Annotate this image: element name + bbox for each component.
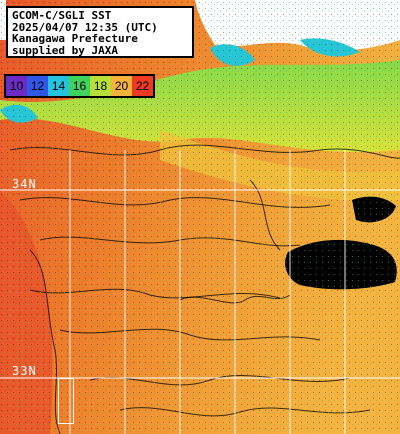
satellite-title: GCOM-C/SGLI SST	[12, 9, 112, 22]
timestamp: 2025/04/07 12:35 (UTC)	[12, 20, 158, 34]
colorbar-cell-18: 18	[90, 76, 111, 96]
colorbar-cell-10: 10	[6, 76, 27, 96]
colorbar-cell-14: 14	[48, 76, 69, 96]
temperature-colorbar: 10 12 14 16 18 20 22	[4, 74, 155, 98]
colorbar-cell-20: 20	[111, 76, 132, 96]
colorbar-cell-22: 22	[132, 76, 153, 96]
supplier: supplied by JAXA	[12, 43, 118, 57]
colorbar-cell-12: 12	[27, 76, 48, 96]
scale-marker	[58, 378, 74, 424]
colorbar-cell-16: 16	[69, 76, 90, 96]
latitude-label-34n: 34N	[12, 177, 37, 191]
info-box: GCOM-C/SGLI SST 2025/04/07 12:35 (UTC) K…	[6, 6, 194, 58]
latitude-label-33n: 33N	[12, 364, 37, 378]
region-name: Kanagawa Prefecture	[12, 32, 138, 46]
